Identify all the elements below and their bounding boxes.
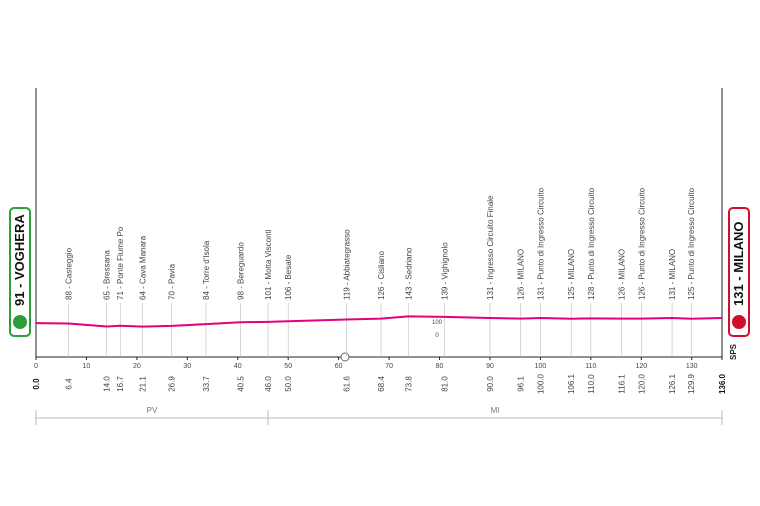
km-label: 6.4 [64,378,73,390]
km-label: 136.0 [718,373,727,394]
sprint-icon [340,352,350,362]
finish-label: 131 - MILANO [731,221,746,306]
km-label: 73.8 [404,376,413,392]
km-label: 100.0 [536,373,545,394]
waypoint-label: 106 - Besate [284,254,293,300]
start-box [9,207,31,337]
waypoint-label: 70 - Pavia [168,263,177,300]
waypoint-label: 119 - Abbiategrasso [343,229,352,300]
waypoint-label: 125 - MILANO [567,249,576,300]
waypoint-label: 139 - Vighignolo [441,242,450,300]
x-tick-label: 100 [535,363,547,370]
km-label: 14.0 [103,376,112,392]
km-label: 129.9 [687,373,696,394]
x-tick-label: 130 [686,363,698,370]
x-tick-label: 90 [486,363,494,370]
waypoint-label: 126 - Punto di Ingresso Circuito [637,187,646,300]
waypoint-label: 126 - Cisliano [377,251,386,300]
km-label: 96.1 [517,376,526,392]
waypoint-label: 101 - Motta Visconti [264,229,273,300]
km-label: 16.7 [116,376,125,392]
x-tick-label: 50 [284,363,292,370]
km-label: 116.1 [618,374,627,394]
km-label: 90.0 [486,376,495,392]
waypoint-label: 125 - Punto di Ingresso Circuito [687,187,696,300]
km-label: 33.7 [202,376,211,392]
waypoint-label: 131 - Punto di Ingresso Circuito [536,187,545,300]
km-label: 61.6 [343,376,352,392]
waypoint-label: 126 - MILANO [517,249,526,300]
waypoint-label: 65 - Bressana [103,250,112,300]
km-label: 21.1 [138,376,147,392]
waypoint-label: 131 - Ingresso Circuito Finale [486,195,495,300]
waypoint-label: 84 - Torre d'Isola [202,240,211,300]
km-label: 50.0 [284,376,293,392]
y-tick-label: 100 [432,320,443,326]
x-tick-label: 40 [234,363,242,370]
finish-box [728,207,750,337]
waypoint-label: 71 - Ponte Fiume Po [116,226,125,300]
km-label: 81.0 [441,376,450,392]
waypoint-label: 88 - Casteggio [64,247,73,300]
km-label: 120.0 [637,373,646,394]
finish-icon [732,315,746,329]
side-note: SPS [729,343,738,360]
km-label: 106.1 [567,373,576,394]
x-tick-label: 60 [335,363,343,370]
x-tick-label: 120 [635,363,647,370]
x-tick-label: 110 [585,363,596,370]
start-label: 91 - VOGHERA [12,214,27,306]
start-icon [13,315,27,329]
y-tick-label: 0 [435,333,439,339]
km-label: 126.1 [668,373,677,394]
waypoint-label: 98 - Bereguardo [236,242,245,300]
waypoint-label: 126 - MILANO [618,249,627,300]
x-tick-label: 10 [83,363,91,370]
km-label: 110.0 [587,374,596,394]
x-tick-label: 20 [133,363,141,370]
km-label: 26.9 [168,376,177,392]
km-label: 46.0 [264,376,273,392]
waypoint-label: 143 - Sedriano [404,247,413,300]
waypoint-label: 128 - Punto di Ingresso Circuito [587,187,596,300]
x-tick-label: 0 [34,363,38,370]
x-tick-label: 30 [183,363,191,370]
profile-line [35,315,723,328]
x-tick-label: 70 [385,363,393,370]
region-label: PV [147,406,158,415]
km-label: 40.5 [236,376,245,392]
region-label: MI [491,406,500,415]
waypoint-label: 64 - Cava Manara [138,235,147,300]
km-label: 0.0 [32,378,41,390]
x-tick-label: 80 [436,363,444,370]
waypoint-label: 131 - MILANO [668,249,677,300]
km-label: 68.4 [377,376,386,392]
